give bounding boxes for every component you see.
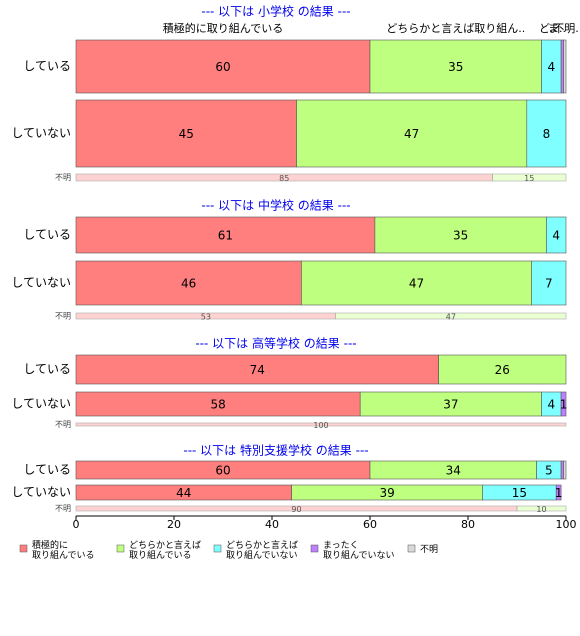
- bar-segment: [555, 484, 562, 501]
- data-label: 47: [409, 277, 424, 291]
- bar-segment: [546, 216, 567, 254]
- row-label: している: [23, 362, 71, 376]
- legend-swatch: [19, 544, 28, 553]
- row-label: している: [23, 463, 71, 477]
- bar-segment: [492, 173, 567, 182]
- row-label: 不明: [55, 312, 71, 321]
- data-label: 47: [404, 127, 419, 141]
- bar-segment: [75, 39, 371, 94]
- legend-swatch: [213, 544, 222, 553]
- bar-segment: [560, 460, 564, 480]
- row-label: している: [23, 228, 71, 242]
- panel-title: --- 以下は 特別支援学校 の結果 ---: [183, 443, 368, 458]
- data-label: 4: [547, 60, 555, 74]
- data-label: 35: [453, 229, 468, 243]
- row-label: していない: [11, 397, 71, 411]
- row-label: 不明: [55, 504, 71, 513]
- bar-segment: [369, 39, 542, 94]
- panel-title: --- 以下は 中学校 の結果 ---: [201, 198, 350, 213]
- row-label: 不明: [55, 420, 71, 429]
- bar-segment: [531, 260, 567, 306]
- legend-swatch: [116, 544, 125, 553]
- data-label: 45: [179, 127, 194, 141]
- header-label: ど..: [539, 22, 557, 35]
- data-label: 10: [536, 505, 546, 514]
- bar-segment: [359, 391, 542, 417]
- data-label: 53: [201, 313, 211, 322]
- row-label: していない: [11, 485, 71, 499]
- panel-title: --- 以下は 小学校 の結果 ---: [201, 4, 350, 19]
- x-tick-label: 80: [461, 518, 475, 531]
- legend-label: 積極的に取り組んでいる: [32, 539, 95, 561]
- data-label: 60: [215, 464, 230, 478]
- data-label: 4: [552, 229, 560, 243]
- data-label: 5: [545, 464, 553, 478]
- data-label: 58: [210, 398, 225, 412]
- data-label: 7: [545, 277, 553, 291]
- bar-segment: [516, 505, 567, 512]
- bar-segment: [75, 391, 361, 417]
- legend-label: 不明: [420, 544, 438, 555]
- data-label: 61: [218, 229, 233, 243]
- bar-segment: [335, 312, 567, 320]
- row-label: している: [23, 59, 71, 73]
- data-label: 100: [313, 421, 328, 430]
- data-label: 8: [543, 127, 551, 141]
- bar-segment: [560, 391, 567, 417]
- x-tick-label: 40: [265, 518, 279, 531]
- bar-segment: [75, 422, 567, 427]
- row-label: していない: [11, 126, 71, 140]
- x-tick-label: 60: [363, 518, 377, 531]
- data-label: 35: [448, 60, 463, 74]
- data-label: 4: [547, 398, 555, 412]
- header-label: 不明.: [553, 22, 579, 35]
- header-label: どちらかと言えば取り組ん..: [386, 22, 525, 35]
- data-label: 90: [291, 505, 301, 514]
- header-label: 積極的に取り組んでいる: [163, 21, 283, 35]
- x-tick-label: 20: [167, 518, 181, 531]
- legend-swatch: [310, 544, 319, 553]
- data-label: 46: [181, 277, 196, 291]
- data-label: 85: [279, 174, 289, 183]
- bar-segment: [75, 99, 297, 168]
- legend-label: まったく取り組んでいない: [323, 540, 395, 561]
- bar-segment: [75, 216, 376, 254]
- header-label: ま..: [548, 22, 566, 35]
- data-label: 74: [250, 363, 265, 377]
- bar-segment: [560, 39, 564, 94]
- row-label: 不明: [55, 173, 71, 182]
- data-label: 34: [446, 464, 461, 478]
- bar-segment: [374, 216, 547, 254]
- panel-title: --- 以下は 高等学校 の結果 ---: [195, 336, 356, 351]
- bar-segment: [563, 460, 567, 480]
- data-label: 39: [380, 486, 395, 500]
- data-label: 15: [512, 486, 527, 500]
- data-label: 37: [443, 398, 458, 412]
- bar-segment: [301, 260, 532, 306]
- row-label: していない: [11, 276, 71, 290]
- data-label: 47: [446, 313, 456, 322]
- data-label: 26: [495, 363, 510, 377]
- bar-segment: [75, 354, 439, 385]
- legend-label: どちらかと言えば取り組んでいない: [226, 539, 298, 561]
- legend-swatch: [407, 544, 416, 553]
- bar-segment: [75, 260, 302, 306]
- x-tick-label: 0: [73, 518, 80, 531]
- legend-label: どちらかと言えば取り組んでいる: [129, 539, 201, 561]
- data-label: 44: [176, 486, 191, 500]
- bar-segment: [563, 39, 567, 94]
- bar-segment: [526, 99, 567, 168]
- data-label: 1: [560, 398, 568, 412]
- bar-segment: [438, 354, 567, 385]
- data-label: 15: [524, 174, 534, 183]
- data-label: 60: [215, 60, 230, 74]
- x-tick-label: 100: [556, 518, 577, 531]
- data-label: 1: [555, 486, 563, 500]
